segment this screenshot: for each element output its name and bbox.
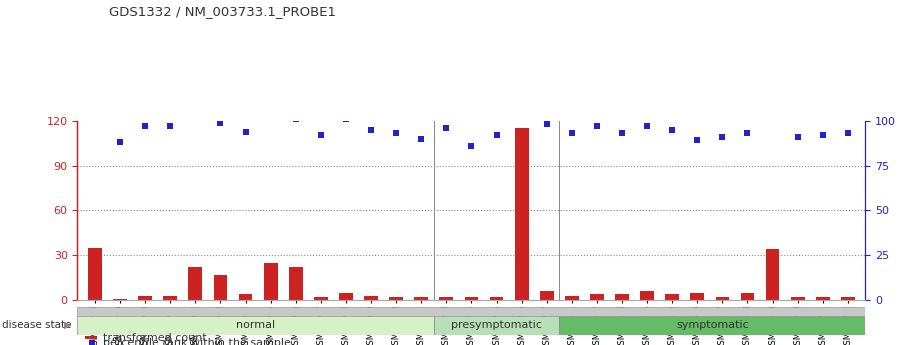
Bar [289,267,302,300]
Bar [791,297,804,300]
Bar [741,293,754,300]
Bar [691,293,704,300]
Bar [465,297,478,300]
Point [339,116,353,122]
Bar [565,296,578,300]
Point [464,143,478,149]
Bar [540,291,554,300]
Point [389,130,404,136]
Bar [590,294,604,300]
Point [113,139,128,145]
Bar [213,275,228,300]
Bar [364,296,378,300]
Point [715,134,730,140]
Point [289,116,303,122]
Bar [715,297,730,300]
Point [815,132,830,138]
Point [615,130,630,136]
Bar [489,297,504,300]
Bar [264,263,278,300]
Bar [189,267,202,300]
Point [640,124,654,129]
Point [489,132,504,138]
Bar [665,294,679,300]
Text: disease state: disease state [2,320,71,330]
Point [665,127,680,132]
Point [163,124,178,129]
Point [690,138,704,143]
Text: symptomatic: symptomatic [676,320,749,330]
Bar [88,248,102,300]
Point [791,134,805,140]
Point [363,127,378,132]
Bar [841,297,855,300]
Bar [515,128,528,300]
Bar [439,297,454,300]
Text: GDS1332 / NM_003733.1_PROBE1: GDS1332 / NM_003733.1_PROBE1 [109,5,336,18]
Point [138,124,152,129]
Point [263,98,278,104]
Text: normal: normal [236,320,275,330]
Bar [113,299,127,300]
Point [539,121,554,127]
Bar [559,316,865,335]
Point [589,124,604,129]
Bar [816,297,830,300]
Bar [415,297,428,300]
Text: percentile rank within the sample: percentile rank within the sample [103,338,291,345]
Point [414,136,428,141]
Bar [314,297,328,300]
Point [439,125,454,131]
Point [239,129,253,134]
Bar [615,294,629,300]
Bar [163,296,178,300]
Point [841,130,855,136]
Text: presymptomatic: presymptomatic [451,320,542,330]
Point [85,340,99,345]
Point [515,93,529,98]
Bar [640,291,654,300]
Point [87,95,102,100]
Point [765,89,780,95]
Bar [434,316,559,335]
Bar [138,296,152,300]
Point [213,120,228,125]
Point [741,130,755,136]
Point [565,130,579,136]
Bar [239,294,252,300]
Bar [77,316,434,335]
Text: ▶: ▶ [64,320,71,330]
Point [188,112,202,118]
Bar [389,297,403,300]
Bar [339,293,353,300]
Text: transformed count: transformed count [103,333,207,343]
Point [313,132,328,138]
Bar [86,336,97,339]
Bar [765,249,780,300]
